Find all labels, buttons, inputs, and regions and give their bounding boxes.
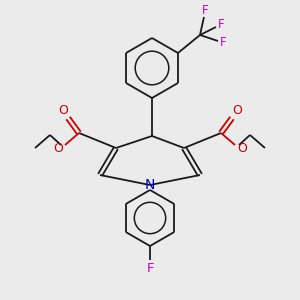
Text: O: O — [237, 142, 247, 154]
Text: O: O — [53, 142, 63, 154]
Text: F: F — [202, 4, 208, 17]
Text: F: F — [146, 262, 154, 275]
Text: O: O — [232, 104, 242, 118]
Text: F: F — [220, 35, 226, 49]
Text: N: N — [145, 178, 155, 192]
Text: F: F — [218, 17, 224, 31]
Text: O: O — [58, 104, 68, 118]
